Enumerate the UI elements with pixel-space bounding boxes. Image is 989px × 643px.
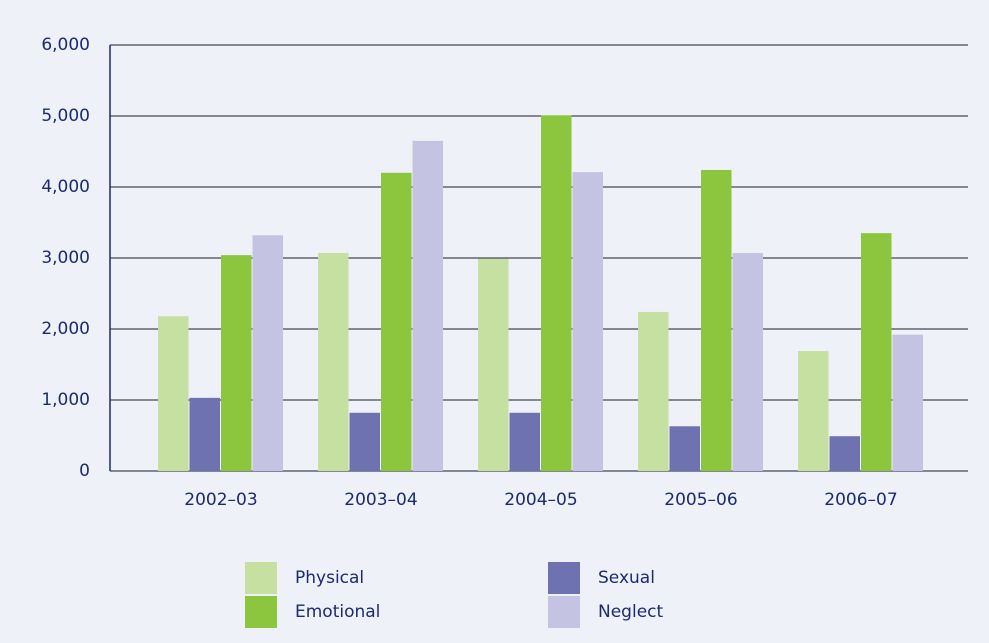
bar	[798, 351, 829, 471]
bar	[732, 253, 763, 471]
legend-label: Sexual	[598, 568, 655, 588]
legend-swatch	[245, 596, 277, 628]
y-tick-label: 4,000	[41, 177, 90, 197]
y-tick-label: 1,000	[41, 390, 90, 410]
bar	[892, 334, 923, 471]
y-tick-label: 2,000	[41, 319, 90, 339]
legend-label: Neglect	[598, 602, 663, 622]
y-tick-label: 6,000	[41, 35, 90, 55]
legend-label: Physical	[295, 568, 364, 588]
x-tick-label: 2003–04	[344, 490, 417, 510]
x-tick-label: 2004–05	[504, 490, 577, 510]
x-tick-label: 2006–07	[824, 490, 897, 510]
bar	[669, 426, 700, 471]
bar	[381, 172, 412, 472]
bar	[701, 169, 732, 471]
bar	[158, 316, 189, 471]
legend-label: Emotional	[295, 602, 380, 622]
bar	[861, 233, 892, 471]
x-tick-label: 2002–03	[184, 490, 257, 510]
bar	[509, 412, 540, 471]
legend-swatch	[548, 562, 580, 594]
legend-swatch	[548, 596, 580, 628]
bar	[318, 253, 349, 471]
bar	[221, 255, 252, 471]
bar	[189, 397, 220, 471]
bar	[638, 311, 669, 471]
bar	[541, 115, 572, 471]
legend-swatch	[245, 562, 277, 594]
y-tick-label: 0	[79, 461, 90, 481]
bar	[349, 412, 380, 471]
x-tick-label: 2005–06	[664, 490, 737, 510]
bar	[478, 258, 509, 471]
bar	[829, 436, 860, 471]
y-tick-label: 3,000	[41, 248, 90, 268]
y-tick-label: 5,000	[41, 106, 90, 126]
bar	[572, 172, 603, 471]
bar	[412, 140, 443, 471]
bar	[252, 235, 283, 471]
